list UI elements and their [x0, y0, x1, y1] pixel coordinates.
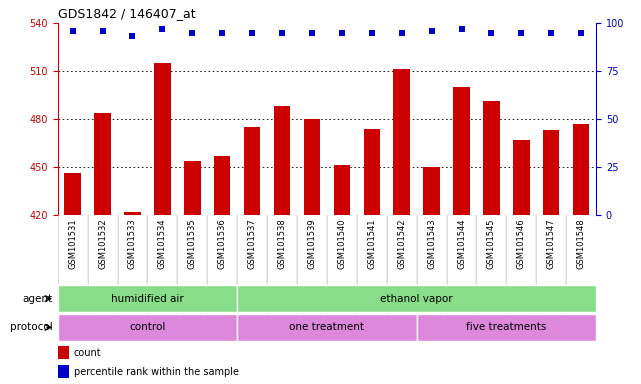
Text: percentile rank within the sample: percentile rank within the sample — [74, 367, 238, 377]
Bar — [453, 87, 470, 215]
Bar — [483, 101, 500, 215]
Text: GSM101533: GSM101533 — [128, 218, 137, 269]
Text: humidified air: humidified air — [111, 293, 184, 304]
Text: GSM101535: GSM101535 — [188, 218, 197, 269]
Bar — [58, 365, 69, 378]
Text: GSM101540: GSM101540 — [337, 218, 346, 269]
Point — [247, 30, 257, 36]
Bar — [237, 285, 596, 313]
Text: GSM101534: GSM101534 — [158, 218, 167, 269]
Text: GSM101539: GSM101539 — [308, 218, 317, 269]
Bar — [304, 119, 320, 215]
Text: GSM101546: GSM101546 — [517, 218, 526, 269]
Text: GSM101542: GSM101542 — [397, 218, 406, 269]
Bar — [394, 70, 410, 215]
Text: GSM101548: GSM101548 — [577, 218, 586, 269]
Text: control: control — [129, 322, 165, 333]
Point — [456, 26, 467, 32]
Point — [67, 28, 78, 34]
Bar — [513, 140, 529, 215]
Point — [97, 28, 108, 34]
Bar — [58, 285, 237, 313]
Bar — [214, 156, 231, 215]
Text: GSM101545: GSM101545 — [487, 218, 496, 269]
Text: agent: agent — [22, 293, 53, 304]
Text: five treatments: five treatments — [466, 322, 547, 333]
Point — [217, 30, 228, 36]
Point — [397, 30, 407, 36]
Bar — [423, 167, 440, 215]
Text: GSM101531: GSM101531 — [68, 218, 77, 269]
Text: GSM101532: GSM101532 — [98, 218, 107, 269]
Bar — [64, 174, 81, 215]
Bar — [417, 313, 596, 341]
Text: GSM101536: GSM101536 — [218, 218, 227, 269]
Point — [337, 30, 347, 36]
Text: GSM101547: GSM101547 — [547, 218, 556, 269]
Bar — [58, 313, 237, 341]
Point — [187, 30, 197, 36]
Bar — [124, 212, 141, 215]
Point — [157, 26, 167, 32]
Text: protocol: protocol — [10, 322, 53, 333]
Text: GSM101538: GSM101538 — [278, 218, 287, 269]
Bar — [333, 166, 350, 215]
Text: GSM101541: GSM101541 — [367, 218, 376, 269]
Bar — [154, 63, 171, 215]
Point — [546, 30, 556, 36]
Bar — [94, 113, 111, 215]
Bar — [573, 124, 590, 215]
Text: count: count — [74, 348, 101, 358]
Point — [516, 30, 526, 36]
Text: GSM101537: GSM101537 — [247, 218, 256, 269]
Point — [277, 30, 287, 36]
Text: GSM101543: GSM101543 — [427, 218, 436, 269]
Text: GSM101544: GSM101544 — [457, 218, 466, 269]
Bar — [543, 130, 560, 215]
Text: GDS1842 / 146407_at: GDS1842 / 146407_at — [58, 7, 196, 20]
Point — [128, 33, 138, 40]
Point — [576, 30, 587, 36]
Bar — [274, 106, 290, 215]
Text: one treatment: one treatment — [289, 322, 365, 333]
Bar — [244, 127, 260, 215]
Bar — [184, 161, 201, 215]
Text: ethanol vapor: ethanol vapor — [380, 293, 453, 304]
Bar — [237, 313, 417, 341]
Point — [487, 30, 497, 36]
Bar — [363, 129, 380, 215]
Bar — [58, 346, 69, 359]
Point — [367, 30, 377, 36]
Point — [307, 30, 317, 36]
Point — [426, 28, 437, 34]
